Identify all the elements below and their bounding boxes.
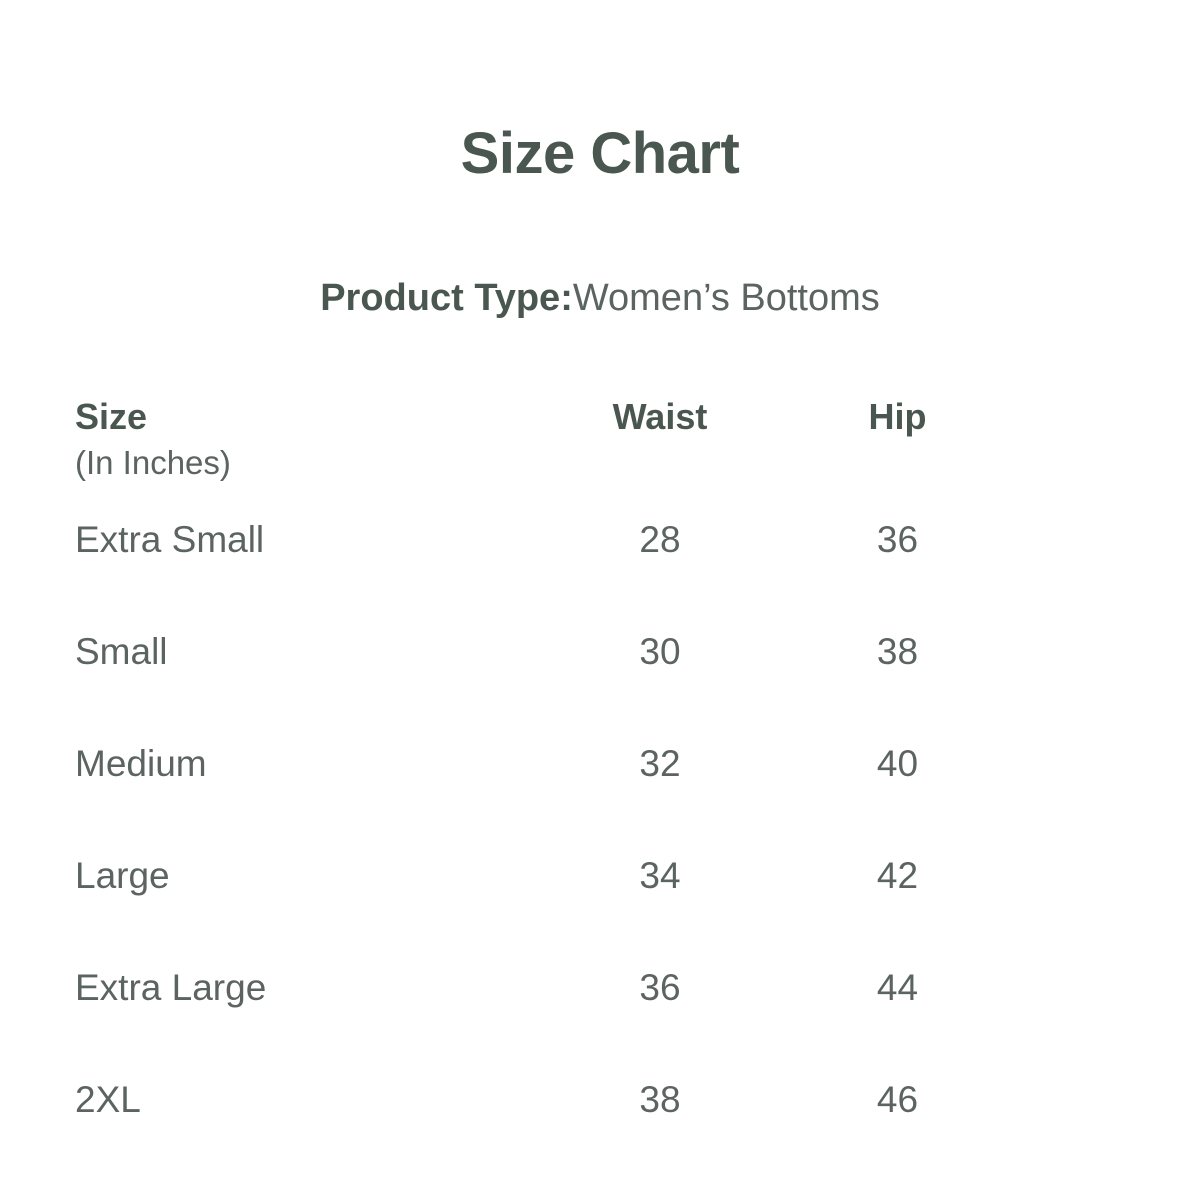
cell-size: Extra Large	[75, 966, 267, 1008]
size-chart-table: Size (In Inches) Waist Hip Extra Small 2…	[75, 396, 1005, 1156]
table-row: Medium 32 40	[75, 708, 1005, 820]
cell-hip: 42	[876, 854, 919, 896]
cell-size: Large	[75, 854, 170, 896]
table-row: Large 34 42	[75, 820, 1005, 932]
cell-hip: 38	[876, 630, 919, 672]
column-header-size-label: Size	[75, 396, 148, 437]
product-type-value: Women’s Bottoms	[572, 277, 880, 319]
table-row: 2XL 38 46	[75, 1044, 1005, 1156]
cell-size: Medium	[75, 742, 207, 784]
cell-size: Small	[75, 630, 168, 672]
cell-hip: 44	[876, 966, 919, 1008]
product-type-line: Product Type:Women’s Bottoms	[0, 276, 1200, 322]
table-row: Small 30 38	[75, 596, 1005, 708]
column-header-size: Size (In Inches)	[75, 396, 530, 484]
cell-size: 2XL	[75, 1078, 141, 1120]
cell-hip: 36	[876, 518, 919, 560]
cell-hip: 46	[876, 1078, 919, 1120]
column-header-waist: Waist	[612, 396, 708, 437]
cell-waist: 36	[639, 966, 681, 1008]
table-header-row: Size (In Inches) Waist Hip	[75, 396, 1005, 484]
table-row: Extra Small 28 36	[75, 484, 1005, 596]
product-type-label: Product Type:	[320, 277, 573, 319]
column-header-hip: Hip	[868, 396, 927, 437]
column-header-size-units: (In Inches)	[75, 444, 231, 482]
cell-waist: 34	[639, 854, 681, 896]
cell-waist: 38	[639, 1078, 681, 1120]
page-title: Size Chart	[460, 121, 740, 186]
cell-waist: 28	[639, 518, 681, 560]
cell-waist: 32	[639, 742, 681, 784]
table-row: Extra Large 36 44	[75, 932, 1005, 1044]
cell-size: Extra Small	[75, 518, 265, 560]
cell-hip: 40	[876, 742, 919, 784]
cell-waist: 30	[639, 630, 681, 672]
